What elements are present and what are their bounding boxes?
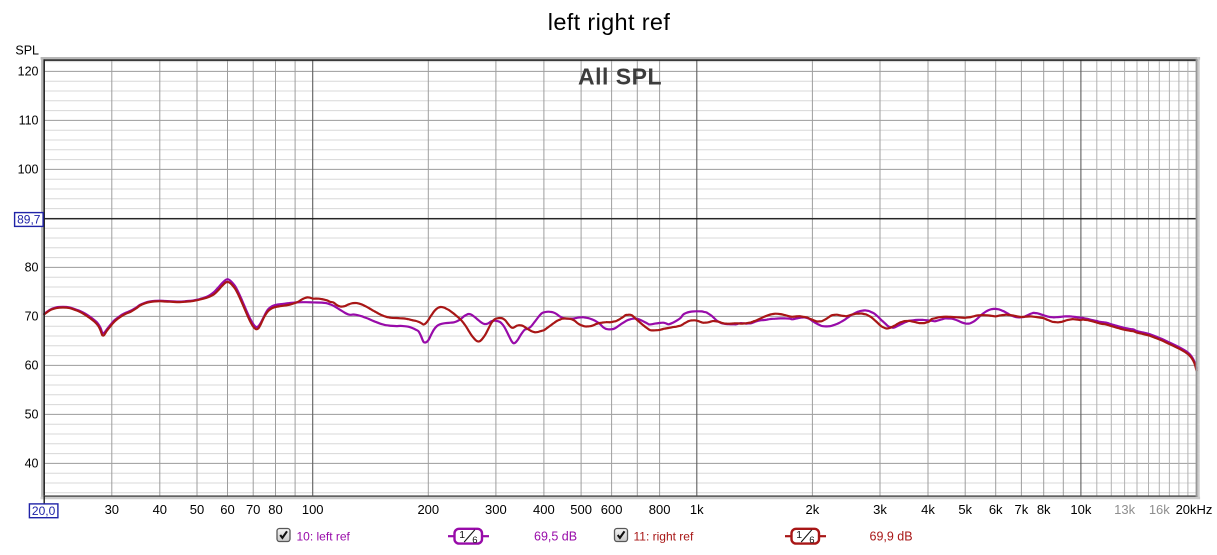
svg-text:11: right ref: 11: right ref bbox=[634, 530, 694, 544]
svg-text:10: left ref: 10: left ref bbox=[297, 530, 351, 544]
svg-text:20kHz: 20kHz bbox=[1176, 502, 1213, 517]
svg-text:10k: 10k bbox=[1070, 502, 1091, 517]
svg-text:40: 40 bbox=[25, 457, 39, 471]
svg-text:7k: 7k bbox=[1015, 502, 1029, 517]
svg-text:69,5 dB: 69,5 dB bbox=[534, 530, 577, 544]
svg-text:5k: 5k bbox=[958, 502, 972, 517]
svg-text:20,0: 20,0 bbox=[32, 504, 56, 518]
svg-text:1: 1 bbox=[459, 529, 465, 541]
svg-text:60: 60 bbox=[220, 502, 234, 517]
svg-text:All SPL: All SPL bbox=[578, 63, 662, 89]
svg-text:800: 800 bbox=[649, 502, 671, 517]
svg-text:1: 1 bbox=[796, 529, 802, 541]
svg-text:60: 60 bbox=[25, 359, 39, 373]
svg-text:30: 30 bbox=[105, 502, 119, 517]
svg-text:6k: 6k bbox=[989, 502, 1003, 517]
svg-text:80: 80 bbox=[25, 261, 39, 275]
svg-text:6: 6 bbox=[809, 535, 814, 546]
svg-text:400: 400 bbox=[533, 502, 555, 517]
svg-text:120: 120 bbox=[18, 65, 39, 79]
svg-text:3k: 3k bbox=[873, 502, 887, 517]
svg-text:13k: 13k bbox=[1114, 502, 1135, 517]
svg-text:40: 40 bbox=[153, 502, 167, 517]
svg-text:6: 6 bbox=[472, 535, 477, 546]
svg-text:50: 50 bbox=[190, 502, 204, 517]
svg-text:1k: 1k bbox=[690, 502, 704, 517]
svg-text:200: 200 bbox=[417, 502, 439, 517]
svg-text:50: 50 bbox=[25, 408, 39, 422]
svg-text:8k: 8k bbox=[1037, 502, 1051, 517]
svg-text:100: 100 bbox=[18, 163, 39, 177]
svg-text:500: 500 bbox=[570, 502, 592, 517]
svg-text:70: 70 bbox=[25, 310, 39, 324]
svg-text:4k: 4k bbox=[921, 502, 935, 517]
svg-text:2k: 2k bbox=[806, 502, 820, 517]
svg-text:70: 70 bbox=[246, 502, 260, 517]
svg-text:600: 600 bbox=[601, 502, 623, 517]
svg-text:69,9 dB: 69,9 dB bbox=[870, 530, 913, 544]
svg-text:100: 100 bbox=[302, 502, 324, 517]
svg-text:16k: 16k bbox=[1149, 502, 1170, 517]
svg-text:SPL: SPL bbox=[15, 44, 39, 58]
svg-text:110: 110 bbox=[19, 114, 39, 128]
svg-text:300: 300 bbox=[485, 502, 507, 517]
svg-text:left right ref: left right ref bbox=[548, 9, 671, 35]
svg-text:89,7: 89,7 bbox=[17, 213, 41, 227]
svg-text:80: 80 bbox=[268, 502, 282, 517]
